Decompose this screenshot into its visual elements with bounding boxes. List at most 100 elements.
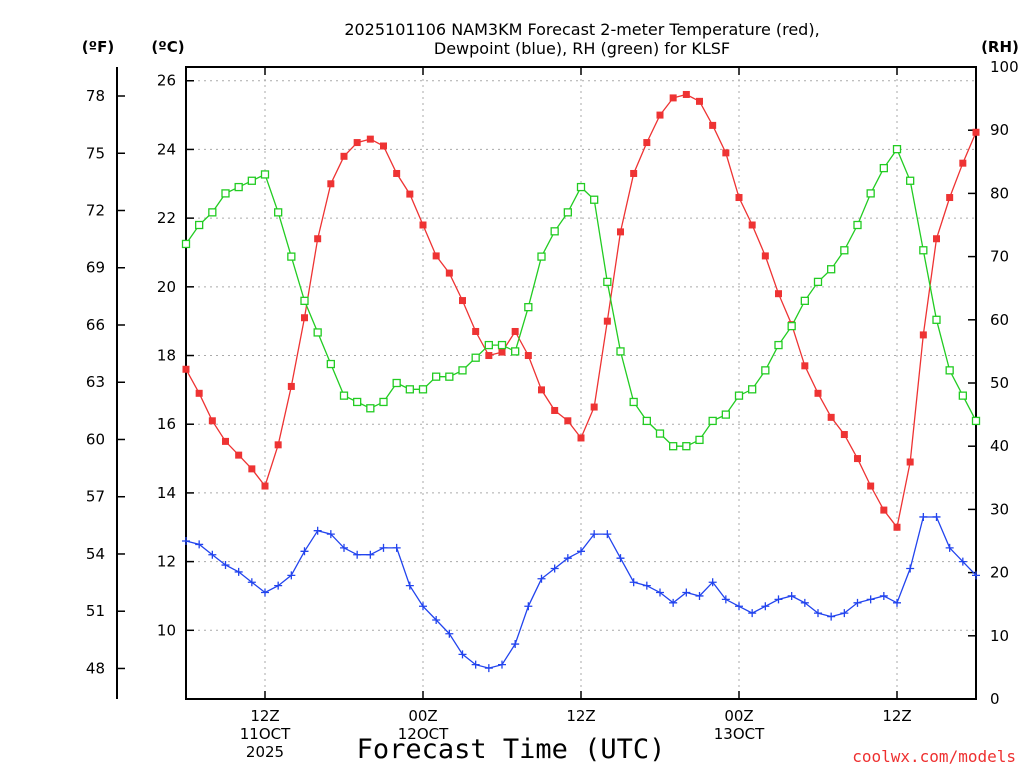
rh-point — [537, 252, 546, 261]
dewpoint-point — [932, 512, 941, 521]
temperature-point — [590, 403, 598, 411]
rh-tick-label: 80 — [990, 184, 1009, 202]
dewpoint-point — [814, 609, 822, 618]
dewpoint-point — [524, 602, 533, 611]
dewpoint-point — [945, 543, 954, 552]
rh-point — [195, 220, 204, 230]
fahrenheit-tick-label: 51 — [86, 602, 105, 620]
dewpoint-point — [972, 571, 980, 580]
rh-point — [287, 252, 296, 261]
time-tick-label: 2025 — [246, 743, 284, 761]
dewpoint-point — [195, 540, 204, 549]
dewpoint-point — [537, 574, 546, 583]
rh-point — [958, 391, 967, 400]
dewpoint-point — [761, 602, 770, 611]
dewpoint-point — [590, 530, 599, 539]
dewpoint-point — [221, 561, 230, 570]
temperature-point — [735, 194, 743, 202]
celsius-tick-label: 12 — [157, 553, 176, 571]
temperature-point — [696, 97, 703, 105]
rh-point — [550, 227, 559, 236]
temperature-point — [617, 228, 624, 236]
fahrenheit-tick-label: 69 — [86, 259, 105, 277]
temperature-point — [182, 365, 190, 373]
rh-point — [234, 182, 243, 192]
rh-point — [629, 397, 638, 407]
time-tick-label: 00Z — [724, 707, 753, 725]
temperature-point — [761, 252, 769, 260]
dewpoint-point — [669, 598, 678, 607]
dewpoint-point — [735, 602, 743, 611]
temperature-point — [538, 386, 545, 394]
dewpoint-point — [563, 554, 572, 563]
temperature-point — [314, 235, 322, 243]
dewpoint-point — [326, 530, 335, 539]
temperature-point — [353, 139, 361, 147]
rh-tick-label: 20 — [990, 564, 1009, 582]
rh-point — [919, 246, 928, 255]
rh-point — [247, 176, 256, 185]
rh-point — [879, 163, 888, 173]
fahrenheit-tick-label: 66 — [86, 316, 105, 334]
temperature-point — [775, 290, 782, 298]
series-temperature-c — [182, 90, 980, 531]
dewpoint-point — [577, 547, 585, 556]
temperature-point — [867, 482, 875, 490]
rh-point — [853, 220, 862, 230]
celsius-tick-label: 10 — [157, 621, 176, 639]
temperature-point — [432, 252, 440, 260]
rh-point — [787, 321, 796, 331]
rh-tick-label: 90 — [990, 121, 1009, 139]
fahrenheit-tick-label: 48 — [86, 659, 105, 677]
celsius-unit-label: (ºC) — [151, 38, 184, 56]
dewpoint-point — [853, 598, 862, 607]
temperature-point — [208, 417, 216, 425]
temperature-point — [577, 434, 585, 442]
rh-tick-label: 70 — [990, 248, 1009, 266]
dewpoint-point — [603, 530, 612, 539]
rh-point — [840, 246, 849, 255]
celsius-tick-label: 14 — [157, 484, 176, 502]
temperature-point — [919, 331, 927, 339]
rh-point — [405, 385, 414, 394]
rh-point — [392, 378, 401, 388]
rh-point — [576, 182, 586, 192]
rh-tick-label: 40 — [990, 437, 1009, 455]
chart-title-line1: 2025101106 NAM3KM Forecast 2-meter Tempe… — [344, 20, 819, 39]
rh-tick-label: 0 — [990, 690, 1000, 708]
temperature-point — [564, 417, 572, 425]
temperature-point — [287, 382, 295, 390]
dewpoint-point — [182, 537, 190, 545]
temperature-point — [906, 458, 914, 466]
dewpoint-point — [379, 543, 388, 552]
rh-point — [774, 340, 783, 350]
rh-point — [471, 353, 480, 362]
rh-point — [734, 391, 744, 400]
temperature-point — [603, 317, 611, 325]
rh-point — [418, 385, 428, 394]
temperature-point — [854, 455, 861, 463]
time-tick-label: 00Z — [408, 707, 437, 725]
temperature-point — [801, 362, 809, 370]
dewpoint-point — [287, 571, 296, 580]
temperature-point — [656, 111, 664, 119]
temperature-point — [485, 352, 493, 360]
rh-point — [260, 170, 270, 179]
temperature-point — [235, 451, 243, 459]
dewpoint-point — [774, 595, 783, 604]
series-dewpoint-c — [182, 512, 980, 673]
temperature-point — [748, 221, 756, 229]
temperature-point — [274, 441, 282, 449]
fahrenheit-tick-label: 72 — [86, 201, 105, 219]
temperature-point — [933, 235, 940, 243]
time-tick-label: 12OCT — [398, 725, 449, 743]
temperature-point — [498, 348, 506, 356]
rh-point — [669, 442, 678, 451]
rh-point — [511, 347, 520, 356]
dewpoint-point — [405, 581, 414, 590]
dewpoint-point — [893, 598, 901, 607]
rh-point — [432, 372, 441, 381]
temperature-point — [366, 135, 374, 143]
temperature-point — [248, 465, 256, 473]
